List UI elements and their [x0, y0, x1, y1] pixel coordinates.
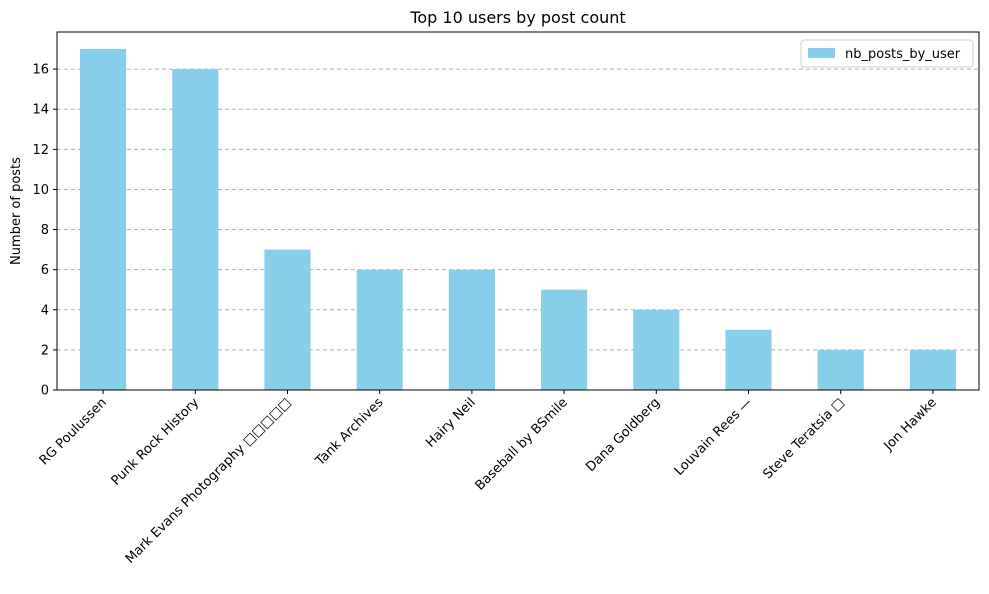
y-tick-label: 16 — [32, 63, 49, 78]
y-tick-label: 0 — [41, 384, 49, 399]
y-tick-label: 14 — [32, 103, 49, 118]
bar — [541, 289, 588, 390]
bar — [448, 269, 495, 390]
bar — [356, 269, 403, 390]
bar — [909, 349, 956, 390]
bar — [817, 349, 864, 390]
bar — [172, 69, 219, 390]
bar — [80, 49, 127, 391]
bar — [725, 329, 772, 390]
y-tick-label: 8 — [41, 223, 49, 238]
legend-label: nb_posts_by_user — [845, 47, 961, 62]
plot-frame — [56, 31, 980, 391]
y-tick-label: 12 — [32, 143, 49, 158]
legend-box — [800, 39, 974, 68]
legend: nb_posts_by_user — [800, 39, 974, 68]
y-tick-label: 10 — [32, 183, 49, 198]
legend-swatch — [808, 48, 835, 58]
chart-title: Top 10 users by post count — [409, 8, 625, 27]
bars — [80, 49, 956, 391]
bar — [264, 249, 311, 390]
y-tick-label: 2 — [41, 343, 49, 358]
y-axis-title: Number of posts — [9, 157, 24, 265]
bar — [633, 309, 680, 390]
y-tick-label: 6 — [41, 263, 49, 278]
y-tick-label: 4 — [41, 303, 49, 318]
